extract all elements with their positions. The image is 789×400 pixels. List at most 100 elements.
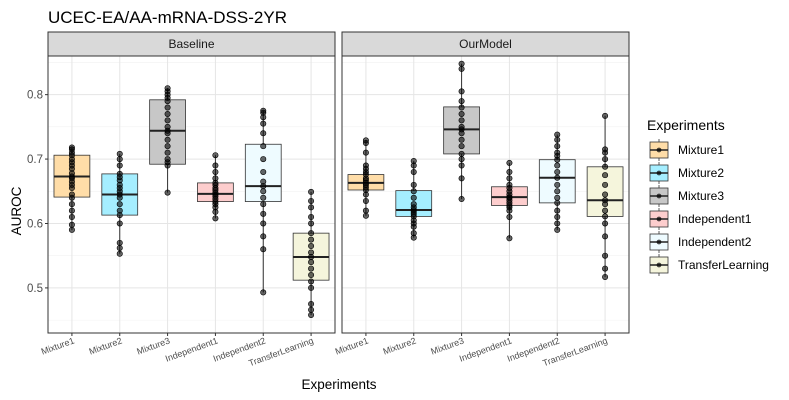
data-point [458,123,465,130]
x-tick-label: Independent1 [164,335,219,363]
data-point [260,194,267,201]
data-point [68,191,75,198]
data-point [116,220,123,227]
data-point [554,194,561,201]
data-point [68,201,75,208]
data-point [554,149,561,156]
legend-label: Mixture1 [678,143,724,157]
data-point [554,162,561,169]
data-point [260,168,267,175]
data-point [362,197,369,204]
data-point [68,144,75,151]
data-point [554,136,561,143]
box-mixture1 [53,144,91,233]
data-point [212,152,219,159]
data-point [410,158,417,165]
data-point [602,252,609,259]
data-point [260,143,267,150]
data-point [308,265,315,272]
data-point [458,156,465,163]
data-point [308,197,315,204]
box-mixture1 [347,137,385,219]
legend-key-transferlearning: TransferLearning [649,254,769,276]
data-point [554,168,561,175]
data-point [308,214,315,221]
legend-point [656,170,662,176]
panel-background [342,56,629,333]
data-point [260,178,267,185]
data-point [554,131,561,138]
legend-label: TransferLearning [678,258,769,272]
legend-title: Experiments [647,117,725,133]
data-point [116,201,123,208]
data-point [362,162,369,169]
data-point [410,181,417,188]
data-point [116,250,123,257]
data-point [308,220,315,227]
data-point [308,306,315,313]
data-point [164,123,171,130]
data-point [116,170,123,177]
data-point [68,226,75,233]
data-point [68,221,75,228]
data-point [260,130,267,137]
data-point [554,226,561,233]
y-axis-title: AUROC [9,186,24,235]
y-axis: 0.5 0.6 0.7 0.8 [27,90,48,295]
data-point [308,301,315,308]
data-point [458,104,465,111]
legend-key-independent1: Independent1 [649,208,752,230]
legend-point [656,216,662,222]
data-point [506,235,513,242]
data-point [506,181,513,188]
box-independent1 [197,152,234,222]
x-tick-label: Mixture2 [88,335,124,356]
data-point [602,156,609,163]
data-point [602,112,609,119]
data-point [602,181,609,188]
data-point [308,278,315,285]
data-point [164,136,171,143]
data-point [116,150,123,157]
data-point [554,143,561,150]
y-tick-label: 0.7 [27,154,43,166]
facet-strip [341,31,630,57]
data-point [362,207,369,214]
data-point [602,163,609,170]
data-point [68,214,75,221]
data-point [260,233,267,240]
data-point [602,197,609,204]
data-point [308,204,315,211]
data-point [602,191,609,198]
data-point [164,189,171,196]
data-point [458,110,465,117]
legend-label: Mixture3 [678,189,724,203]
data-point [602,233,609,240]
data-point [506,214,513,221]
data-point [260,107,267,114]
data-point [554,174,561,181]
data-point [602,146,609,153]
data-point [602,207,609,214]
data-point [308,236,315,243]
data-point [260,220,267,227]
data-point [164,143,171,150]
x-tick-label: Mixture1 [40,335,76,356]
data-point [260,188,267,195]
legend-label: Independent2 [678,235,752,249]
data-point [308,188,315,195]
data-point [554,199,561,206]
data-point [116,207,123,214]
data-point [458,88,465,95]
legend-point [656,193,662,199]
box-independent2 [538,131,576,233]
legend-key-mixture1: Mixture1 [649,139,724,161]
legend-key-independent2: Independent2 [649,231,752,253]
data-point [308,249,315,256]
data-point [68,207,75,214]
data-point [212,175,219,182]
data-point [458,117,465,124]
